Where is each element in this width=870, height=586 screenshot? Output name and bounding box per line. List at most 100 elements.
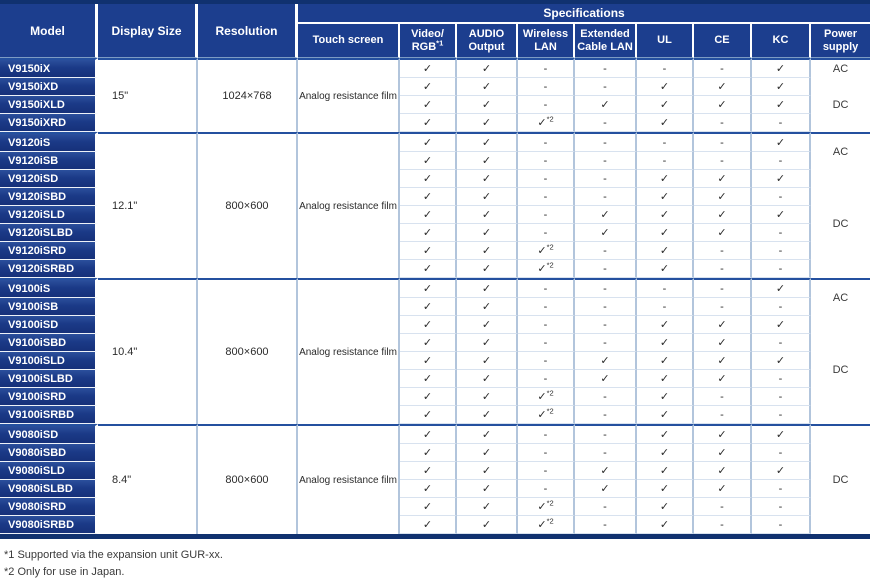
supported-check-mark: ✓ [752,132,811,152]
supported-check-mark: ✓ [457,370,518,388]
not-supported-mark: - [752,224,811,242]
not-supported-mark: - [752,444,811,462]
not-supported-mark: - [575,242,637,260]
supported-check-mark: ✓*2 [518,242,575,260]
supported-check-mark: ✓ [457,78,518,96]
supported-check-mark: ✓ [637,480,694,498]
supported-check-mark: ✓ [400,188,457,206]
supported-check-mark: ✓ [400,298,457,316]
table-row: V9120iSRD ✓ ✓ ✓*2- ✓ - - [0,242,870,260]
footnote-2: *2 Only for use in Japan. [4,566,125,579]
supported-check-mark: ✓ [694,462,752,480]
supported-check-mark: ✓ [400,334,457,352]
supported-check-mark: ✓ [752,78,811,96]
not-supported-mark: - [518,170,575,188]
table-row: V9120iSBD ✓ ✓ - - ✓ ✓ - [0,188,870,206]
supported-check-mark: ✓ [400,114,457,132]
not-supported-mark: - [694,388,752,406]
not-supported-mark: - [575,132,637,152]
display-size-cell: 10.4" [98,278,198,424]
supported-check-mark: ✓ [400,370,457,388]
table-row: V9100iSLBD ✓ ✓ - ✓ ✓ ✓ - [0,370,870,388]
table-row: V9080iSD 8.4" 800×600 Analog resistance fil… [0,424,870,534]
model-cell: V9120iSD [0,170,98,188]
supported-check-mark: ✓ [400,388,457,406]
not-supported-mark: - [518,424,575,444]
resolution-cell: 800×600 [198,278,298,424]
not-supported-mark: - [575,406,637,424]
supported-check-mark: ✓ [575,370,637,388]
table-row: V9100iSBD ✓ ✓ - - ✓ ✓ - [0,334,870,352]
supported-check-mark: ✓ [400,58,457,78]
supported-check-mark: ✓ [457,224,518,242]
model-cell: V9100iSB [0,298,98,316]
not-supported-mark: - [694,278,752,298]
touch-screen-cell: Analog resistance film [298,132,400,278]
supported-check-mark: ✓ [752,278,811,298]
supported-check-mark: ✓ [694,78,752,96]
table-row: V9150iX 15" 1024×768 Analog resistance film… [0,58,870,132]
supported-check-mark: ✓ [637,206,694,224]
supported-check-mark: ✓ [694,188,752,206]
model-cell: V9080iSLD [0,462,98,480]
not-supported-mark: - [518,224,575,242]
model-cell: V9120iSB [0,152,98,170]
touch-screen-cell: Analog resistance film [298,424,400,534]
not-supported-mark: - [637,278,694,298]
not-supported-mark: - [518,278,575,298]
supported-check-mark: ✓ [637,388,694,406]
supported-check-mark: ✓ [752,96,811,114]
not-supported-mark: - [694,114,752,132]
model-cell: V9080iSBD [0,444,98,462]
model-cell: V9100iSLBD [0,370,98,388]
not-supported-mark: - [694,516,752,534]
supported-check-mark: ✓ [400,224,457,242]
supported-check-mark: ✓ [457,352,518,370]
not-supported-mark: - [575,152,637,170]
not-supported-mark: - [637,132,694,152]
not-supported-mark: - [518,96,575,114]
supported-check-mark: ✓ [694,424,752,444]
supported-check-mark: ✓ [400,352,457,370]
col-header-model: Model [0,4,98,58]
supported-check-mark: ✓ [752,352,811,370]
supported-check-mark: ✓ [457,58,518,78]
not-supported-mark: - [575,316,637,334]
footnotes: *1 Supported via the expansion unit GUR-… [4,547,870,581]
not-supported-mark: - [694,132,752,152]
supported-check-mark: ✓ [637,224,694,242]
table-row: V9100iSRD ✓ ✓ ✓*2- ✓ - - [0,388,870,406]
col-header-ce: CE [694,24,752,58]
not-supported-mark: - [752,260,811,278]
supported-check-mark: ✓ [457,406,518,424]
col-header-ul: UL [637,24,694,58]
model-cell: V9080iSRBD [0,516,98,534]
table-row: V9080iSRD ✓ ✓ ✓*2- ✓ - - [0,498,870,516]
table-row: V9080iSBD ✓ ✓ - - ✓ ✓ - [0,444,870,462]
supported-check-mark: ✓ [752,206,811,224]
supported-check-mark: ✓ [457,152,518,170]
supported-check-mark: ✓ [400,152,457,170]
not-supported-mark: - [575,334,637,352]
power-supply-cell: DC [811,170,870,278]
not-supported-mark: - [575,78,637,96]
supported-check-mark: ✓ [752,170,811,188]
supported-check-mark: ✓ [637,444,694,462]
table-row: V9100iSLD ✓ ✓ - ✓ ✓ ✓ ✓ [0,352,870,370]
not-supported-mark: - [518,132,575,152]
supported-check-mark: ✓ [575,480,637,498]
not-supported-mark: - [518,58,575,78]
not-supported-mark: - [518,152,575,170]
touch-screen-cell: Analog resistance film [298,278,400,424]
not-supported-mark: - [637,58,694,78]
not-supported-mark: - [575,498,637,516]
table-row: V9150iXLD ✓ ✓ - ✓ ✓ ✓ ✓ [0,96,870,114]
supported-check-mark: ✓ [400,316,457,334]
model-cell: V9100iSRBD [0,406,98,424]
supported-check-mark: ✓ [637,188,694,206]
not-supported-mark: - [752,114,811,132]
model-cell: V9120iSRD [0,242,98,260]
supported-check-mark: ✓ [637,170,694,188]
supported-check-mark: ✓ [457,388,518,406]
